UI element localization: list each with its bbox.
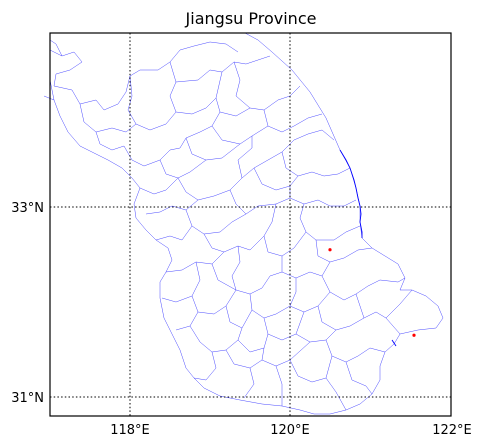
boundary-line [127, 61, 177, 131]
boundary-line [211, 263, 237, 291]
boundary-line [325, 339, 386, 363]
map-plot-area [43, 32, 452, 417]
province-outline [49, 32, 444, 415]
boundary-line [155, 225, 193, 241]
boundary-line [197, 289, 237, 315]
boundary-line [43, 95, 55, 101]
y-tick-label: 31°N [11, 391, 44, 406]
boundary-line [299, 203, 361, 241]
boundary-line [261, 341, 311, 367]
city-marker [412, 333, 416, 337]
boundary-line [229, 189, 247, 215]
boundary-line [281, 151, 351, 177]
boundary-line [321, 275, 406, 301]
boundary-line [231, 245, 283, 295]
boundary-line [95, 71, 223, 167]
boundary-line [189, 325, 243, 353]
x-tick-label: 122°E [432, 423, 472, 438]
boundary-line [165, 251, 225, 273]
boundary-line [289, 197, 357, 207]
map-title: Jiangsu Province [185, 9, 317, 28]
boundary-line [193, 351, 217, 381]
boundary-line [325, 377, 347, 411]
boundary-line [233, 61, 251, 109]
boundary-line [177, 129, 335, 201]
boundary-line [211, 125, 269, 145]
boundary-line [49, 39, 63, 57]
boundary-line [225, 347, 265, 369]
boundary-line [145, 199, 199, 215]
boundary-line [79, 103, 137, 133]
graticule [50, 33, 451, 416]
boundary-line [289, 355, 333, 383]
boundary-line [49, 41, 239, 111]
boundary-line [345, 361, 373, 395]
city-marker [328, 248, 332, 252]
coastline [391, 339, 397, 347]
boundary-line [249, 278, 297, 319]
y-tick-label: 33°N [11, 201, 44, 216]
boundary-line [243, 367, 255, 399]
boundary-line [175, 295, 199, 331]
boundary-line [263, 109, 323, 133]
county-boundaries [43, 32, 444, 415]
boundary-line [275, 365, 283, 406]
boundary-line [289, 291, 331, 313]
boundary-line [237, 136, 253, 179]
x-tick-label: 120°E [270, 423, 310, 438]
coastline [339, 149, 363, 238]
boundary-line [317, 305, 401, 335]
boundary-line [175, 97, 217, 115]
boundary-line [315, 239, 373, 263]
boundary-line [185, 137, 241, 161]
boundary-line [253, 167, 299, 191]
boundary-line [159, 159, 207, 179]
boundary-line [295, 329, 337, 343]
boundary-line [175, 55, 271, 83]
boundary-line [185, 186, 291, 235]
boundary-line [355, 293, 365, 319]
boundary-line [263, 311, 305, 341]
boundary-line [161, 261, 201, 303]
boundary-line [385, 289, 413, 319]
boundary-line [263, 203, 307, 257]
boundary-line [237, 333, 269, 353]
boundary-line [219, 85, 301, 117]
boundary-line [281, 261, 331, 279]
map-frame [49, 32, 452, 417]
boundary-line [139, 177, 179, 195]
x-tick-label: 118°E [110, 423, 150, 438]
city-markers [328, 248, 416, 337]
boundary-line [203, 233, 265, 253]
boundary-line [225, 305, 253, 329]
